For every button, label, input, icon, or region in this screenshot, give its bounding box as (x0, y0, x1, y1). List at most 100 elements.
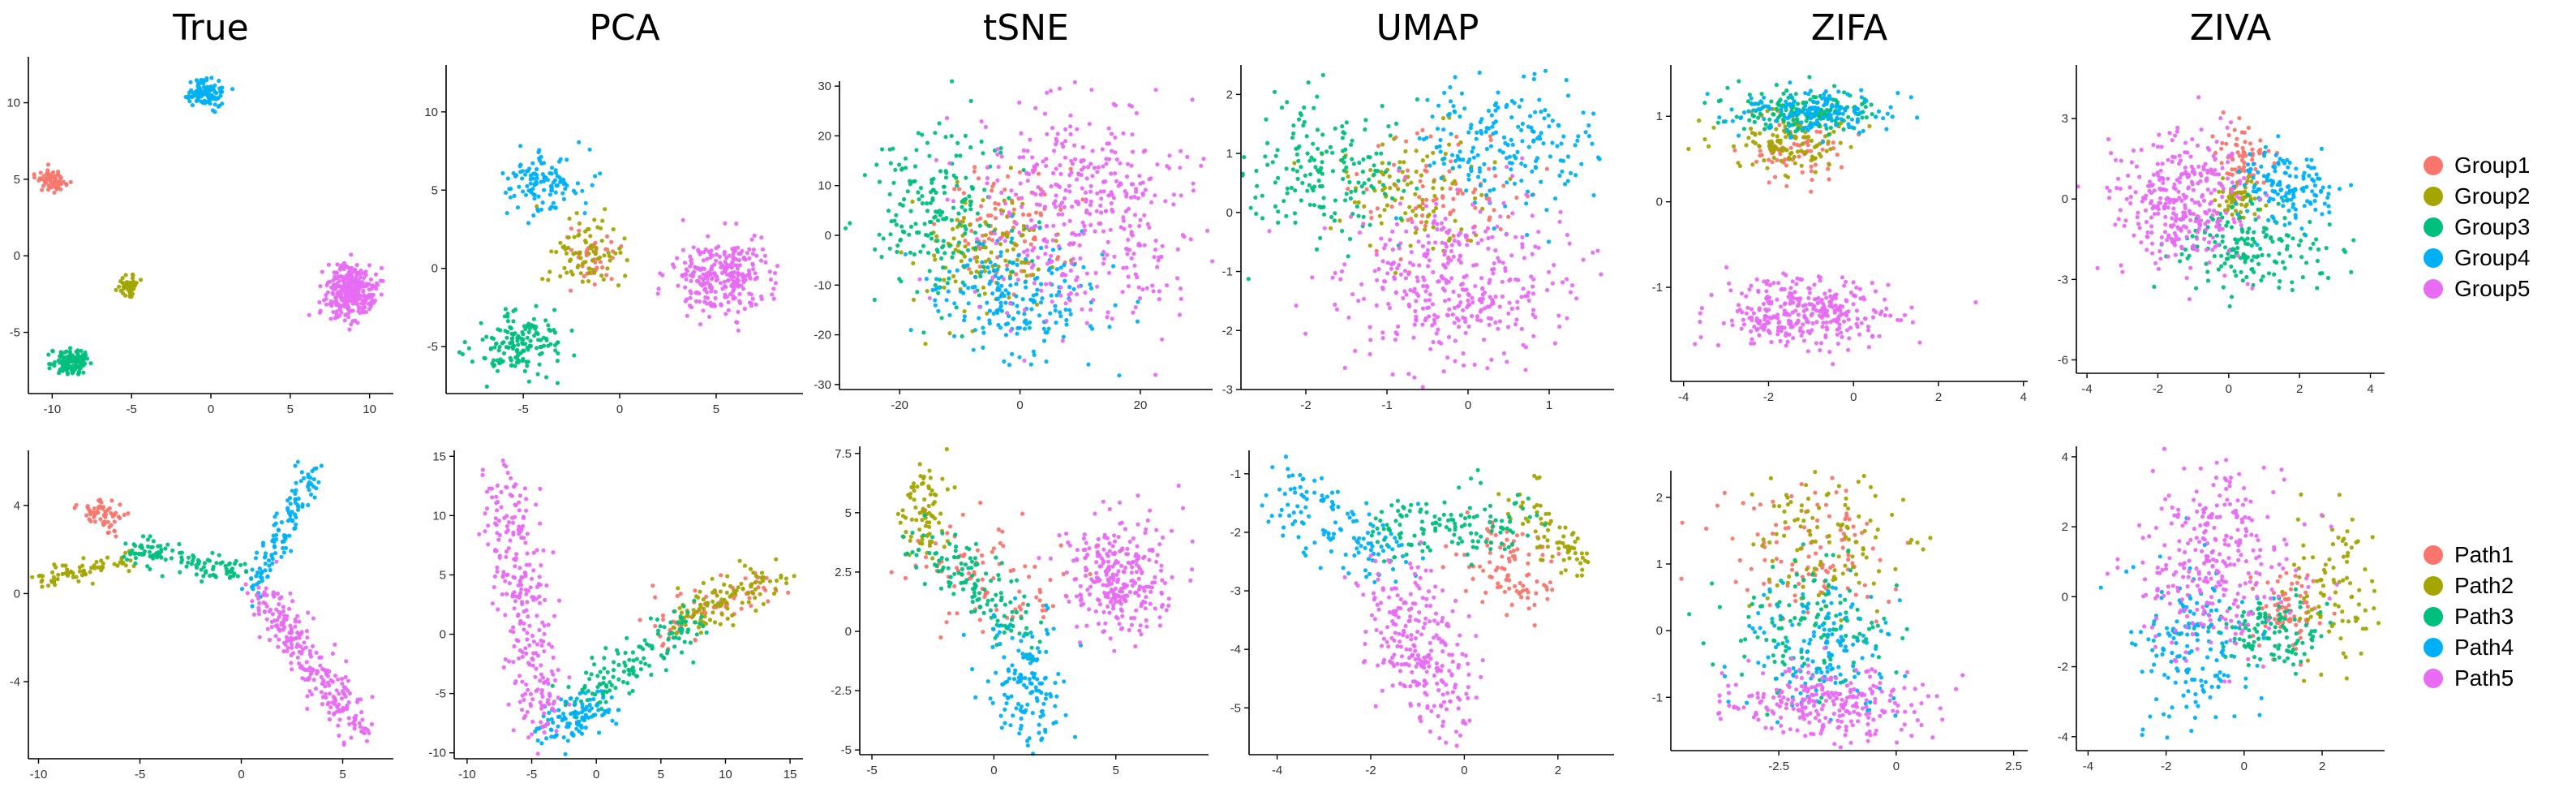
data-point (582, 273, 586, 278)
data-point (1402, 176, 1408, 181)
data-point (1917, 340, 1922, 345)
data-point (1053, 204, 1058, 209)
data-point (1105, 252, 1110, 257)
data-point (552, 205, 557, 210)
data-point (1036, 171, 1041, 176)
data-point (1406, 302, 1411, 307)
data-point (1447, 169, 1452, 174)
data-point (1346, 187, 1350, 192)
data-point (1782, 302, 1787, 307)
data-point (569, 328, 574, 333)
data-point (1356, 200, 1361, 204)
data-point (1457, 242, 1462, 247)
data-point (553, 190, 558, 195)
data-point (1011, 207, 1016, 212)
data-point (2170, 216, 2175, 221)
data-point (532, 192, 537, 197)
data-point (1448, 210, 1453, 215)
data-point (1312, 157, 1316, 162)
data-point (1562, 182, 1568, 187)
data-point (931, 176, 936, 181)
data-point (2210, 217, 2215, 222)
data-point (929, 231, 934, 236)
data-point (1425, 214, 1431, 219)
data-point (1471, 155, 1476, 160)
data-point (52, 359, 58, 365)
data-point (2213, 244, 2218, 249)
data-point (1762, 127, 1767, 131)
data-point (1342, 262, 1347, 267)
data-point (1835, 332, 1840, 337)
data-point (565, 157, 569, 162)
data-point (1514, 196, 1519, 200)
data-point (1530, 128, 1535, 133)
data-point (981, 345, 985, 350)
data-point (1784, 88, 1789, 93)
data-point (1543, 68, 1548, 73)
data-point (510, 331, 515, 336)
data-point (1425, 248, 1430, 252)
data-point (995, 267, 1000, 273)
data-point (966, 241, 971, 246)
data-point (1545, 287, 1550, 293)
data-point (1043, 252, 1048, 256)
data-point (1015, 303, 1020, 308)
data-point (963, 133, 968, 138)
data-point (989, 250, 994, 255)
data-point (2173, 187, 2178, 192)
data-point (947, 269, 952, 274)
data-point (527, 166, 532, 171)
data-point (1765, 278, 1770, 283)
data-point (1020, 212, 1026, 217)
data-point (349, 265, 354, 270)
data-point (346, 292, 350, 297)
data-point (1127, 223, 1132, 229)
data-point (320, 269, 324, 274)
data-point (1440, 116, 1446, 121)
data-point (547, 192, 552, 197)
data-point (1425, 305, 1430, 311)
data-point (2162, 206, 2166, 211)
data-point (1859, 88, 1864, 93)
data-point (1466, 291, 1470, 297)
data-point (1583, 130, 1588, 135)
data-point (2233, 201, 2238, 206)
data-point (1068, 113, 1073, 118)
data-point (1519, 326, 1524, 331)
data-point (68, 179, 73, 184)
data-point (577, 250, 582, 255)
data-point (2145, 230, 2150, 235)
data-point (502, 314, 507, 319)
data-point (942, 251, 947, 256)
data-point (963, 208, 968, 213)
data-point (1023, 280, 1028, 285)
data-point (1138, 181, 1143, 186)
y-tick-label: 10 (424, 105, 438, 119)
data-point (1762, 104, 1767, 109)
data-point (1185, 154, 1190, 159)
data-point (2264, 203, 2269, 208)
data-point (1831, 140, 1835, 145)
data-point (2221, 285, 2226, 290)
data-point (187, 99, 192, 104)
data-point (1439, 221, 1444, 226)
data-point (1797, 154, 1801, 159)
data-point (1337, 218, 1342, 223)
data-point (1086, 165, 1091, 170)
data-point (1306, 80, 1311, 85)
data-point (1432, 193, 1437, 199)
data-point (2226, 195, 2231, 200)
data-point (1117, 373, 1122, 378)
data-point (1398, 272, 1403, 277)
data-point (1432, 179, 1436, 184)
data-point (1010, 228, 1015, 233)
data-point (2251, 282, 2256, 287)
y-tick-label: -5 (10, 326, 20, 340)
data-point (1387, 174, 1392, 179)
data-point (1470, 149, 1475, 154)
data-point (985, 311, 990, 316)
data-point (2206, 219, 2211, 224)
data-point (32, 175, 37, 180)
data-point (1422, 278, 1427, 282)
data-point (370, 283, 375, 288)
